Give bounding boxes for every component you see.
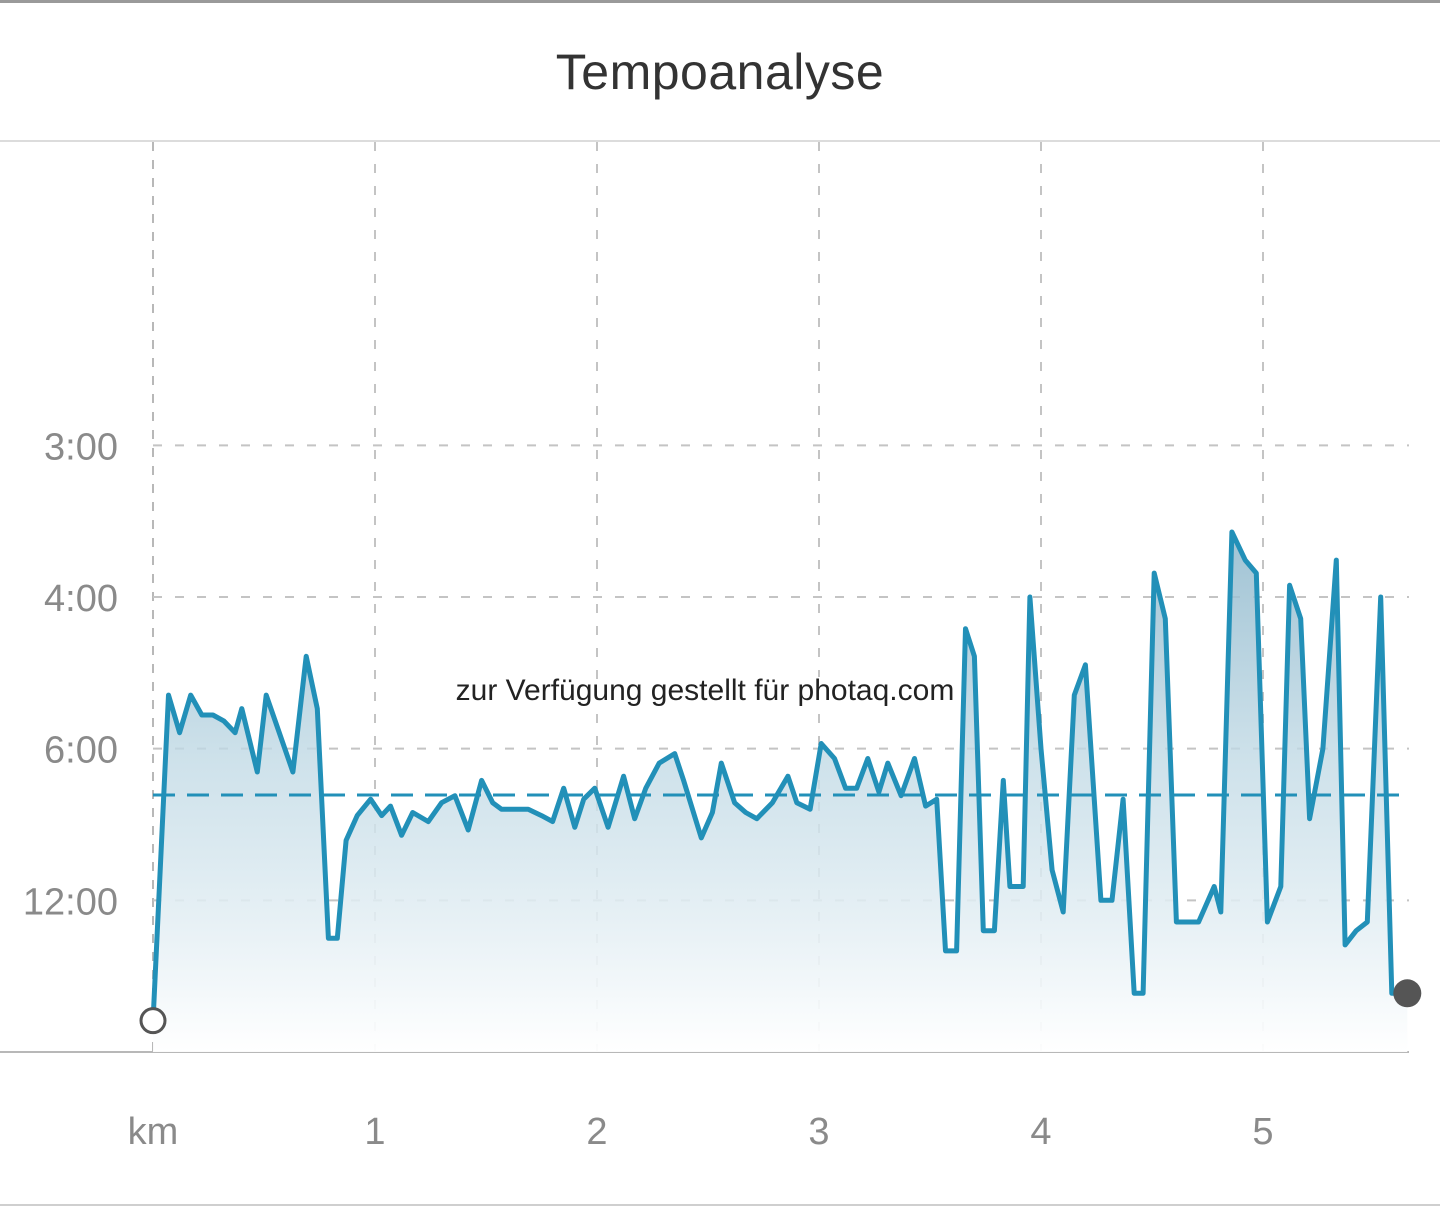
x-tick-label: 3 xyxy=(808,1111,829,1153)
header-divider xyxy=(0,140,1440,142)
x-tick-label: 5 xyxy=(1252,1111,1273,1153)
x-tick-label: 2 xyxy=(586,1111,607,1153)
start-marker xyxy=(139,1007,167,1035)
x-unit-label: km xyxy=(128,1111,179,1153)
y-tick-label: 6:00 xyxy=(44,730,118,772)
x-tick-label: 4 xyxy=(1030,1111,1051,1153)
x-axis: km 1 2 3 4 5 xyxy=(128,1111,1274,1153)
x-tick-label: 1 xyxy=(364,1111,385,1153)
y-tick-label: 3:00 xyxy=(44,426,118,468)
top-border xyxy=(0,0,1440,3)
y-tick-label: 4:00 xyxy=(44,578,118,620)
page-title: Tempoanalyse xyxy=(555,43,885,100)
end-marker xyxy=(1393,979,1422,1008)
pace-line xyxy=(150,529,1410,1025)
bottom-divider xyxy=(0,1204,1440,1206)
header: Tempoanalyse xyxy=(0,3,1440,140)
y-axis: 3:00 4:00 6:00 12:00 xyxy=(23,426,118,923)
y-tick-label: 12:00 xyxy=(23,881,118,923)
watermark-text: zur Verfügung gestellt für photaq.com xyxy=(456,674,955,707)
